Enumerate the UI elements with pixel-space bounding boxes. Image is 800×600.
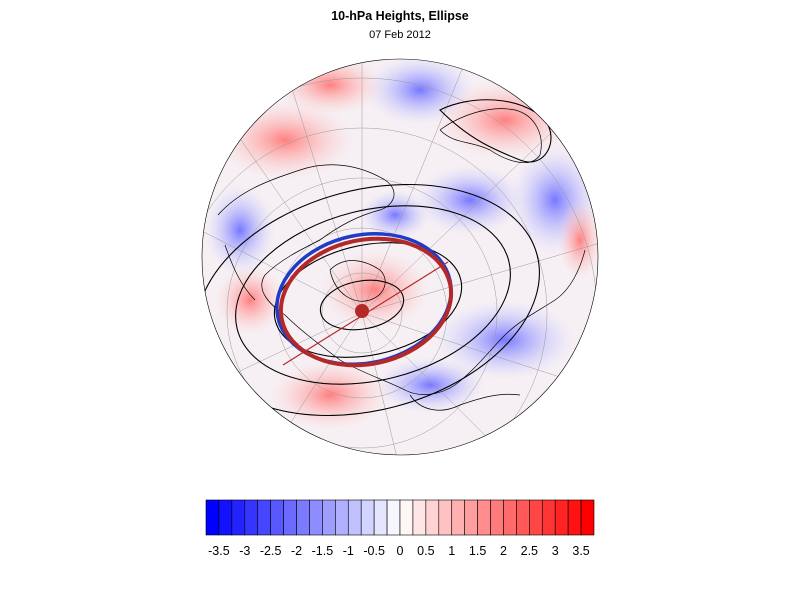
colorbar-tick-label: 3	[551, 544, 559, 558]
colorbar-box	[554, 499, 569, 536]
colorbar-box	[309, 499, 323, 536]
colorbar-box	[580, 499, 595, 536]
contour-4	[202, 183, 540, 417]
negative-anomaly-se	[435, 300, 575, 380]
colorbar-box	[529, 499, 543, 536]
colorbar-tick-label: -1	[342, 544, 354, 558]
colorbar-box	[335, 499, 349, 536]
negative-anomaly-center-east	[415, 165, 525, 235]
colorbar-box	[360, 499, 375, 536]
ellipse-red	[278, 236, 454, 368]
colorbar-box	[373, 499, 388, 536]
colorbar-tick-label: -0.5	[363, 544, 385, 558]
ellipse-center-marker	[355, 304, 369, 318]
colorbar-box	[541, 499, 556, 536]
globe-field	[202, 59, 598, 455]
positive-anomaly-sw	[270, 360, 390, 430]
colorbar-box	[347, 499, 362, 536]
chart-date: 07 Feb 2012	[369, 29, 431, 41]
colorbar-box	[567, 499, 582, 536]
colorbar-box	[322, 499, 336, 536]
contour-3	[235, 205, 511, 385]
colorbar-box	[218, 499, 233, 536]
colorbar-tick-label: 1.5	[468, 544, 487, 558]
negative-anomaly-south	[375, 357, 485, 413]
colorbar-tick-label: -1.5	[311, 544, 334, 558]
positive-anomaly-west-south	[215, 265, 285, 335]
colorbar-box	[412, 499, 427, 536]
colorbar-box	[231, 499, 246, 536]
contour-2	[273, 242, 463, 358]
colorbar-tick-label: 2	[499, 544, 507, 558]
height-contours	[202, 99, 552, 417]
colorbar-box	[205, 499, 220, 536]
colorbar-box	[477, 499, 491, 536]
colorbar-box	[464, 499, 478, 536]
globe-outline	[201, 58, 599, 456]
negative-anomaly-pole	[360, 190, 430, 240]
colorbar-tick-label: -2.5	[259, 544, 282, 558]
colorbar-box	[283, 499, 297, 536]
colorbar-box	[503, 499, 517, 536]
colorbar-box	[516, 499, 530, 536]
colorbar-box	[490, 499, 504, 536]
negative-anomaly-west	[205, 185, 275, 275]
colorbar-box	[270, 499, 284, 536]
colorbar-box	[425, 499, 440, 536]
colorbar-tick-label: 2.5	[520, 544, 539, 558]
colorbar-tick-label: -3.5	[208, 544, 230, 558]
contour-ne-low	[439, 99, 552, 163]
colorbar-box	[244, 499, 259, 536]
colorbar-box	[438, 499, 453, 536]
colorbar-tick-label: 3.5	[572, 544, 590, 558]
contour-1	[319, 279, 405, 331]
colorbar-box	[399, 499, 414, 536]
colorbar-tick-label: -3	[239, 544, 251, 558]
colorbar-box	[451, 499, 465, 536]
colorbar-tick-label: -2	[290, 544, 303, 558]
colorbar-tick-label: 1	[448, 544, 456, 558]
colorbar-box	[296, 499, 310, 536]
positive-anomaly-center	[320, 250, 430, 330]
colorbar-box	[257, 499, 271, 536]
colorbar-box	[386, 499, 401, 536]
colorbar-tick-label: 0	[396, 544, 404, 558]
chart-title: 10-hPa Heights, Ellipse	[331, 9, 469, 23]
colorbar-tick-label: 0.5	[417, 544, 435, 558]
